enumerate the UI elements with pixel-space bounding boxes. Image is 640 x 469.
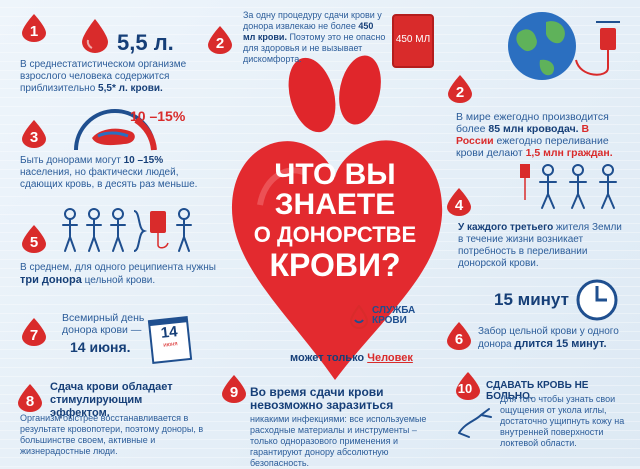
fact-9-number: 9 [229,384,239,401]
fact-2a-number: 2 [215,35,225,52]
tagline-prefix: может только [290,352,368,364]
fact-2b-number: 2 [455,84,465,101]
fact-5-number: 5 [29,234,39,251]
tagline-person: Человек [367,352,413,364]
fact-10-text: Для того чтобы узнать свои ощущения от у… [500,394,625,448]
fact-2b-text-2: ежегодно переливание крови делают [456,135,609,159]
fact-10-drop-icon: 10 [450,372,480,400]
fact-5-text-2: цельной крови. [81,275,156,286]
fact-4-drop-icon: 4 [447,188,471,216]
fact-8-number: 8 [25,393,35,410]
fact-1-text-bold: 5,5* л. крови. [98,83,163,94]
fact-5-drop-icon: 5 [22,225,46,253]
fact-1-drop-icon: 1 [22,14,46,42]
blood-service-logo-icon [350,305,368,329]
logo-text-2: КРОВИ [372,315,407,326]
fact-6-text-body: Забор цельной крови у одного донора [478,326,619,350]
fact-4-number: 4 [454,197,464,214]
blood-service-logo: СЛУЖБА КРОВИ [372,306,415,326]
fact-4-text-bold: У каждого третьего [458,222,554,233]
heart-title-line-1: ЧТО ВЫ [274,158,396,191]
fact-8-heading: Сдача крови обладает стимулирующим эффек… [50,381,173,419]
fact-3-drop-icon: 3 [22,120,46,148]
fact-4-text: У каждого третьего жителя Земли в течени… [458,222,628,270]
fact-6-minutes: 15 минут [494,290,569,309]
heart-title-line-2: ЗНАЕТЕ [274,188,396,221]
clock-icon [576,279,618,321]
fact-8-text: Организм быстрее восстанавливается в рез… [20,413,204,456]
fact-3-number: 3 [29,129,39,146]
heart-title: ЧТО ВЫ ЗНАЕТЕ О ДОНОРСТВЕ КРОВИ? [240,158,430,283]
fact-3-text-bold: 10 –15% [123,155,164,166]
fact-9-drop-icon: 9 [222,375,246,403]
fact-6-drop-icon: 6 [447,322,471,350]
fact-9-heading: Во время сдачи крови невозможно заразить… [250,385,394,412]
fact-9-text: никакими инфекциями: все используемые ра… [250,414,427,468]
blood-bag-label: 450 МЛ [395,34,431,45]
fact-1-amount: 5,5 л. [117,30,174,55]
fact-4-text-body: жителя Земли в течение жизни возникает п… [458,222,622,269]
fact-2a-drop-icon: 2 [208,26,232,54]
three-people-transfusion-icon [520,164,617,209]
fact-1-number: 1 [29,23,39,40]
logo-text-1: СЛУЖБА [372,305,416,316]
globe-transfusion-icon [508,12,620,80]
fact-7-date: 14 июня. [70,339,131,355]
fact-2b-text-1: В мире ежегодно производится более [456,111,609,135]
fact-1-text-body: В среднестатистическом организме взросло… [20,59,187,94]
blood-drop-icon [82,19,108,53]
fact-2b-text-bold-2: 1,5 млн граждан. [525,147,613,159]
fact-3-percent: 10 –15% [130,108,186,124]
fact-7-text: Всемирный день донора крови — [62,312,145,336]
fact-10-heading: СДАВАТЬ КРОВЬ НЕ БОЛЬНО. [486,380,589,402]
pinching-hand-icon [458,408,492,438]
fact-2a-text-1: За одну процедуру сдачи крови у донора и… [243,10,382,31]
heart-graphic [231,55,443,380]
fact-2b-drop-icon: 2 [448,75,472,103]
fact-6-text: Забор цельной крови у одного донора длит… [478,326,628,351]
russia-gauge-icon [74,109,157,151]
fact-6-number: 6 [454,331,464,348]
tagline: может только Человек [290,352,413,364]
fact-5-text-1: В среднем, для одного реципиента нужны [20,262,216,273]
fact-10-number: 10 [457,381,473,396]
fact-2a-text-2: Поэтому это не опасно для здоровья и не … [243,32,386,64]
fact-2b-text: В мире ежегодно производится более 85 мл… [456,111,626,159]
heart-title-line-4: КРОВИ? [269,247,401,283]
fact-3-text: Быть донорами могут 10 –15% населения, н… [20,155,215,191]
fact-8-drop-icon: 8 [18,384,42,412]
fact-2b-text-red: В России [456,123,590,147]
calendar-icon: 14 июня [147,316,193,364]
fact-5-text-bold: три донора [20,274,82,286]
fact-3-text-1: Быть донорами могут [20,155,124,166]
fact-5-text: В среднем, для одного реципиента нужны т… [20,262,220,287]
heart-title-line-3: О ДОНОРСТВЕ [253,222,417,247]
fact-6-text-bold: длится 15 минут. [514,338,607,350]
three-donors-icon [62,208,192,252]
fact-2a-text: За одну процедуру сдачи крови у донора и… [243,10,388,65]
fact-7-number: 7 [29,327,39,344]
fact-7-drop-icon: 7 [22,318,46,346]
fact-3-text-2: населения, но фактически людей, сдающих … [20,167,198,190]
fact-1-text: В среднестатистическом организме взросло… [20,59,220,95]
fact-2b-text-bold: 85 млн кроводач. [488,123,579,135]
fact-2a-text-bold: 450 мл крови. [243,21,374,42]
blood-bag-icon: 450 МЛ [392,14,434,68]
